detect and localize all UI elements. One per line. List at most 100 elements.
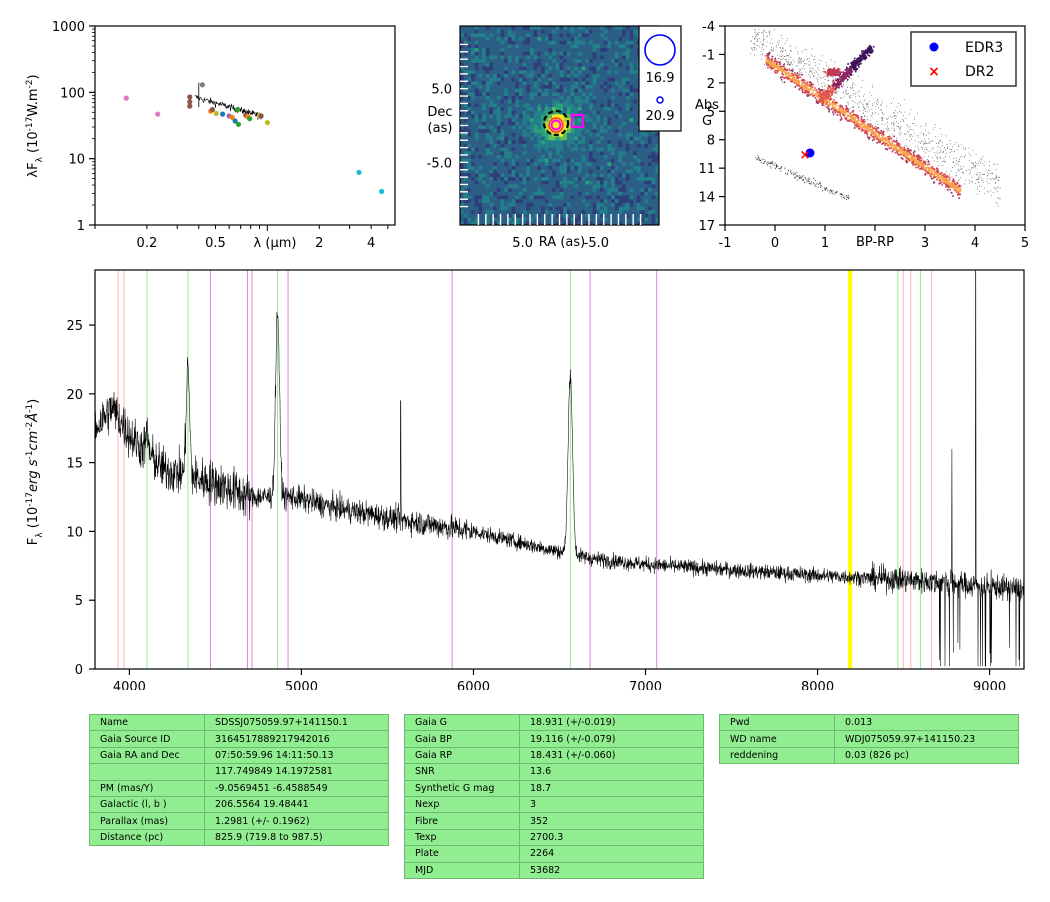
hr-xtick-label: 1 [821, 236, 829, 251]
sed-xtick-label: 4 [367, 236, 375, 251]
info-table-key: reddening [719, 746, 835, 765]
sed-photometry-point [229, 114, 235, 120]
sed-photometry-point [356, 169, 362, 175]
info-table-key: Distance (pc) [89, 828, 205, 847]
image-ytick-label: 5.0 [431, 83, 452, 98]
info-table-row: MJD 53682 [404, 861, 704, 879]
info-table-value: 1.2981 (+/- 0.1962) [204, 812, 389, 830]
hr-ytick-label: 8 [707, 134, 715, 149]
info-table-value: 19.116 (+/-0.079) [519, 730, 704, 748]
sed-panel: 1 10 100 1000 0.2 0.5 2 4 λ (μm) λFλ (10-17W.m… [25, 20, 396, 251]
hr-xtick-label: -1 [719, 236, 732, 251]
info-table-key: Plate [404, 845, 520, 863]
sed-photometry-point [213, 110, 219, 117]
info-table-value: 117.749849 14.1972581 [204, 763, 389, 781]
info-table-key: Texp [404, 828, 520, 847]
hr-ytick-label: 11 [698, 162, 715, 177]
info-table-photometry: Gaia G 18.931 (+/-0.019) Gaia BP 19.116 (+/… [404, 713, 704, 879]
info-table-row: Pwd 0.013 [719, 713, 1019, 732]
info-table-key: Parallax (mas) [89, 812, 205, 830]
info-table-value: 07:50:59.96 14:11:50.13 [204, 746, 389, 765]
sed-ytick-label: 1000 [52, 20, 85, 35]
hr-legend [910, 31, 1017, 87]
edr3-legend-marker [929, 42, 939, 52]
info-table-key: Gaia G [404, 713, 520, 732]
info-table-row: reddening 0.03 (826 pc) [719, 746, 1019, 765]
info-table-value: 13.6 [519, 763, 704, 781]
sed-xtick-label: 2 [315, 236, 323, 251]
info-table-value: 18.7 [519, 779, 704, 797]
info-table-key: Gaia BP [404, 730, 520, 748]
legend-small-circle-icon [656, 96, 664, 104]
sed-photometry-point [123, 95, 129, 101]
info-table-row: Distance (pc) 825.9 (719.8 to 987.5) [89, 828, 389, 847]
info-table-row: Texp 2700.3 [404, 828, 704, 847]
spectrum-line [94, 269, 1024, 667]
image-xtick-label: 5.0 [512, 236, 533, 251]
info-table-value: 53682 [519, 861, 704, 879]
info-table-row: Galactic (l, b ) 206.5564 19.48441 [89, 795, 389, 814]
info-table-key: Gaia RP [404, 746, 520, 765]
info-table-key: Galactic (l, b ) [89, 795, 205, 814]
sed-xtick-label: 0.5 [205, 236, 226, 251]
sed-xtick-label: 0.2 [137, 236, 158, 251]
info-table-value: 3164517889217942016 [204, 730, 389, 748]
info-table-value: 825.9 (719.8 to 987.5) [204, 828, 389, 847]
info-table-value: 352 [519, 812, 704, 830]
sed-photometry-point [220, 111, 226, 117]
sed-photometry-point [187, 94, 193, 100]
sed-photometry-point [209, 107, 215, 113]
info-table-identity: Name SDSSJ075059.97+141150.1 Gaia Source I… [89, 713, 389, 847]
info-table-key: MJD [404, 861, 520, 879]
hr-xlabel: BP-RP [856, 235, 894, 250]
info-table-wd: Pwd 0.013 WD name WDJ075059.97+141150.23 red… [719, 713, 1019, 765]
info-table-value: 0.013 [834, 713, 1019, 732]
spectrum-ytick-label: 5 [75, 594, 83, 609]
image-ytick-label: -5.0 [427, 156, 452, 171]
sed-photometry-point [199, 82, 205, 88]
spectrum-xtick-label: 9000 [973, 680, 1006, 690]
info-table-row: PM (mas/Y) -9.0569451 -6.4588549 [89, 779, 389, 797]
info-table-value: SDSSJ075059.97+141150.1 [204, 713, 389, 732]
info-table-key: Gaia Source ID [89, 730, 205, 748]
hr-ytick-label: 5 [707, 105, 715, 120]
sed-photometry-point [187, 99, 193, 105]
sed-ytick-label: 1 [77, 219, 85, 234]
info-table-row: 117.749849 14.1972581 [89, 763, 389, 781]
sed-photometry-point [379, 188, 385, 195]
gaia-position-circle [542, 109, 570, 137]
dr2-legend-marker: × [928, 64, 940, 80]
spectrum-ytick-label: 25 [66, 319, 83, 334]
spectrum-ytick-label: 20 [66, 388, 83, 403]
info-table-value: 3 [519, 795, 704, 814]
hr-ylabel-abs: Abs [695, 98, 719, 113]
info-table-value: 18.431 (+/-0.060) [519, 746, 704, 765]
info-table-value: 0.03 (826 pc) [834, 746, 1019, 765]
image-xtick-label: -5.0 [584, 236, 609, 251]
sed-photometry-point [264, 120, 270, 126]
fibre-square [570, 113, 585, 129]
info-table-key: Gaia RA and Dec [89, 746, 205, 765]
hr-legend-edr3: EDR3 [965, 40, 1003, 56]
sed-photometry-point [235, 121, 242, 127]
info-table-key [89, 763, 205, 781]
info-table-value: -9.0569451 -6.4588549 [204, 779, 389, 797]
spectrum-ylabel: Fλ (10-17erg s-1cm-2Å-1) [25, 399, 45, 546]
sed-photometry-point [234, 107, 240, 113]
image-ylabel-as: (as) [428, 121, 453, 136]
sed-photometry-point [247, 116, 253, 122]
sed-xlabel: λ (μm) [254, 236, 297, 251]
spectrum-xtick-label: 6000 [457, 680, 490, 690]
legend-label-small: 20.9 [646, 109, 675, 124]
spectrum-xtick-label: 7000 [629, 680, 662, 690]
hr-ylabel-g: G [702, 114, 712, 129]
image-xlabel: RA (as) [539, 235, 585, 250]
info-table-row: Gaia RP 18.431 (+/-0.060) [404, 746, 704, 765]
spectrum-xtick-label: 5000 [285, 680, 318, 690]
info-table-key: SNR [404, 763, 520, 781]
info-table-key: Fibre [404, 812, 520, 830]
info-table-row: WD name WDJ075059.97+141150.23 [719, 730, 1019, 748]
info-table-row: Gaia BP 19.116 (+/-0.079) [404, 730, 704, 748]
sed-ylabel: λFλ (10-17W.m-2) [25, 74, 45, 177]
